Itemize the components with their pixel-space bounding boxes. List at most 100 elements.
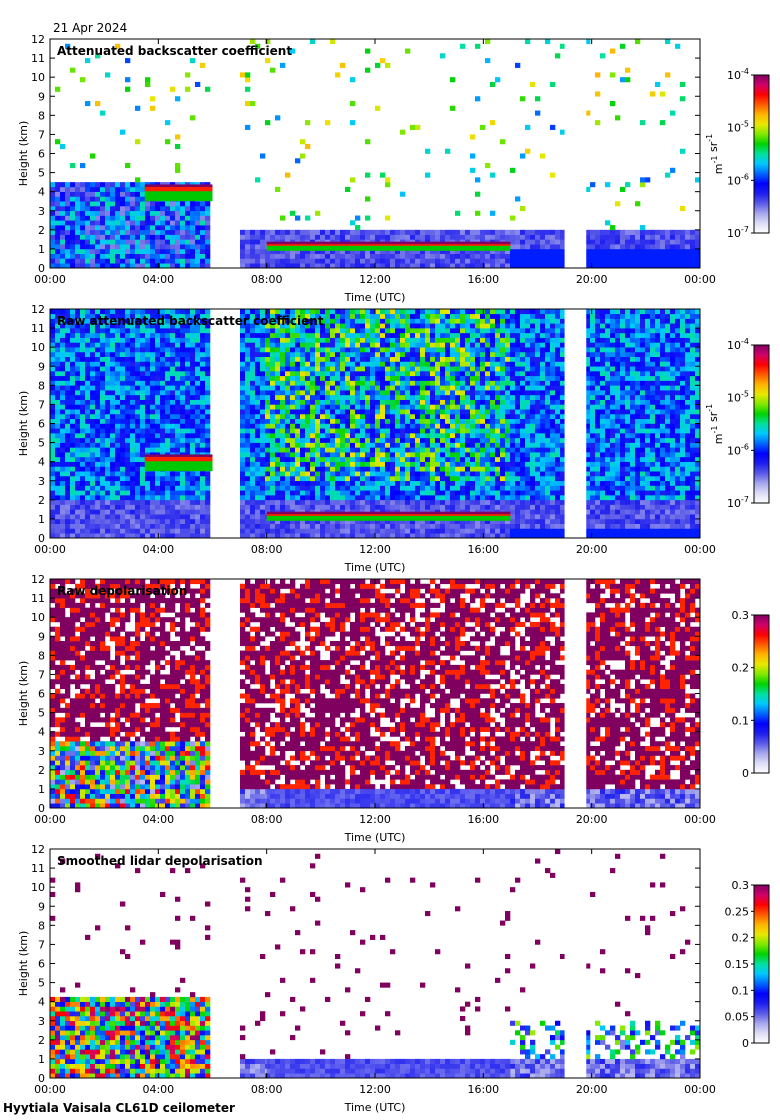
plot-area [50, 39, 700, 268]
x-tick-label: 16:00 [467, 543, 499, 556]
y-tick-label: 4 [38, 996, 45, 1009]
plot-area [50, 579, 700, 808]
colorbar-tick-label: 10-5 [727, 120, 749, 135]
y-tick-label: 5 [38, 437, 45, 450]
x-tick-label: 12:00 [359, 813, 391, 826]
y-tick-label: 2 [38, 224, 45, 237]
colorbar-tick-label: 10-6 [727, 442, 749, 457]
colorbar-tick-label: 10-5 [727, 390, 749, 405]
cloud-layer-2-peak [144, 185, 213, 192]
y-tick-label: 12 [31, 573, 45, 586]
y-axis-label: Height (km) [17, 661, 30, 727]
y-tick-label: 0 [38, 802, 45, 815]
colorbar-tick-label: 0.2 [732, 932, 750, 945]
y-tick-label: 5 [38, 977, 45, 990]
x-tick-label: 00:00 [684, 1083, 716, 1096]
x-tick-label: 08:00 [251, 543, 283, 556]
y-tick-label: 5 [38, 167, 45, 180]
x-tick-label: 20:00 [576, 1083, 608, 1096]
y-tick-label: 11 [31, 322, 45, 335]
cloud-layer-1-peak [266, 243, 511, 246]
y-tick-label: 6 [38, 148, 45, 161]
x-tick-label: 04:00 [142, 813, 174, 826]
colorbar [753, 884, 770, 1044]
x-tick-label: 04:00 [142, 1083, 174, 1096]
x-axis-label: Time (UTC) [344, 561, 406, 574]
y-axis-label: Height (km) [17, 391, 30, 457]
cloud-layer-2-top [144, 184, 213, 187]
x-tick-label: 16:00 [467, 273, 499, 286]
plot-area [50, 309, 700, 538]
x-tick-label: 04:00 [142, 543, 174, 556]
colorbar-tick-label: 0.25 [725, 905, 750, 918]
cloud-layer-1-top [266, 241, 511, 245]
colorbar [753, 344, 770, 504]
colorbar-tick-label: 0.1 [732, 714, 750, 727]
colorbar-tick-label: 0.2 [732, 662, 750, 675]
colorbar [753, 614, 770, 774]
y-tick-label: 4 [38, 726, 45, 739]
y-tick-label: 10 [31, 341, 45, 354]
colorbar-unit-label: m-1 sr-1 [705, 404, 725, 444]
cloud-layer-2-top [144, 454, 213, 457]
cloud-layer-1-peak [266, 513, 511, 516]
y-tick-label: 6 [38, 958, 45, 971]
x-tick-label: 12:00 [359, 273, 391, 286]
y-axis-label: Height (km) [17, 931, 30, 997]
panel-title: Attenuated backscatter coefficient [57, 44, 292, 58]
y-tick-label: 0 [38, 532, 45, 545]
x-tick-label: 00:00 [34, 813, 66, 826]
x-tick-label: 08:00 [251, 273, 283, 286]
y-tick-label: 3 [38, 475, 45, 488]
y-tick-label: 9 [38, 360, 45, 373]
y-tick-label: 6 [38, 688, 45, 701]
chart-panel-1: Attenuated backscatter coefficient012345… [17, 33, 770, 304]
y-tick-label: 7 [38, 668, 45, 681]
y-tick-label: 11 [31, 592, 45, 605]
colorbar-tick-label: 0.3 [732, 609, 750, 622]
y-tick-label: 1 [38, 1053, 45, 1066]
x-tick-label: 00:00 [34, 273, 66, 286]
y-tick-label: 2 [38, 764, 45, 777]
y-tick-label: 1 [38, 513, 45, 526]
y-tick-label: 8 [38, 109, 45, 122]
colorbar-unit-label: m-1 sr-1 [705, 134, 725, 174]
x-tick-label: 12:00 [359, 1083, 391, 1096]
data-gap-2 [564, 309, 587, 538]
y-tick-label: 12 [31, 843, 45, 856]
y-tick-label: 4 [38, 186, 45, 199]
cloud-layer-1-top [266, 511, 511, 515]
cloud-layer-1 [266, 513, 511, 521]
y-tick-label: 2 [38, 1034, 45, 1047]
x-axis-label: Time (UTC) [344, 831, 406, 844]
y-tick-label: 3 [38, 745, 45, 758]
y-tick-label: 11 [31, 862, 45, 875]
data-gap-2 [564, 39, 587, 268]
plot-area [50, 849, 700, 1078]
data-gap-1 [212, 579, 240, 808]
y-tick-label: 3 [38, 1015, 45, 1028]
x-tick-label: 08:00 [251, 1083, 283, 1096]
colorbar-tick-label: 0.15 [725, 958, 750, 971]
x-tick-label: 00:00 [684, 543, 716, 556]
colorbar-tick-label: 0 [742, 1037, 749, 1050]
y-tick-label: 11 [31, 52, 45, 65]
colorbar [753, 74, 770, 234]
colorbar-tick-label: 0.1 [732, 984, 750, 997]
y-tick-label: 5 [38, 707, 45, 720]
x-tick-label: 00:00 [34, 1083, 66, 1096]
colorbar-tick-label: 0.3 [732, 879, 750, 892]
y-tick-label: 3 [38, 205, 45, 218]
y-tick-label: 2 [38, 494, 45, 507]
x-tick-label: 00:00 [684, 273, 716, 286]
y-tick-label: 10 [31, 611, 45, 624]
y-tick-label: 8 [38, 379, 45, 392]
x-axis-label: Time (UTC) [344, 291, 406, 304]
y-tick-label: 7 [38, 398, 45, 411]
y-tick-label: 8 [38, 649, 45, 662]
data-gap-1 [212, 39, 240, 268]
y-tick-label: 12 [31, 33, 45, 46]
x-axis-label: Time (UTC) [344, 1101, 406, 1114]
